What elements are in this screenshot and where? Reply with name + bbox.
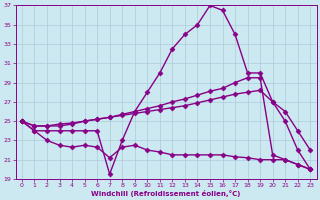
- X-axis label: Windchill (Refroidissement éolien,°C): Windchill (Refroidissement éolien,°C): [92, 190, 241, 197]
